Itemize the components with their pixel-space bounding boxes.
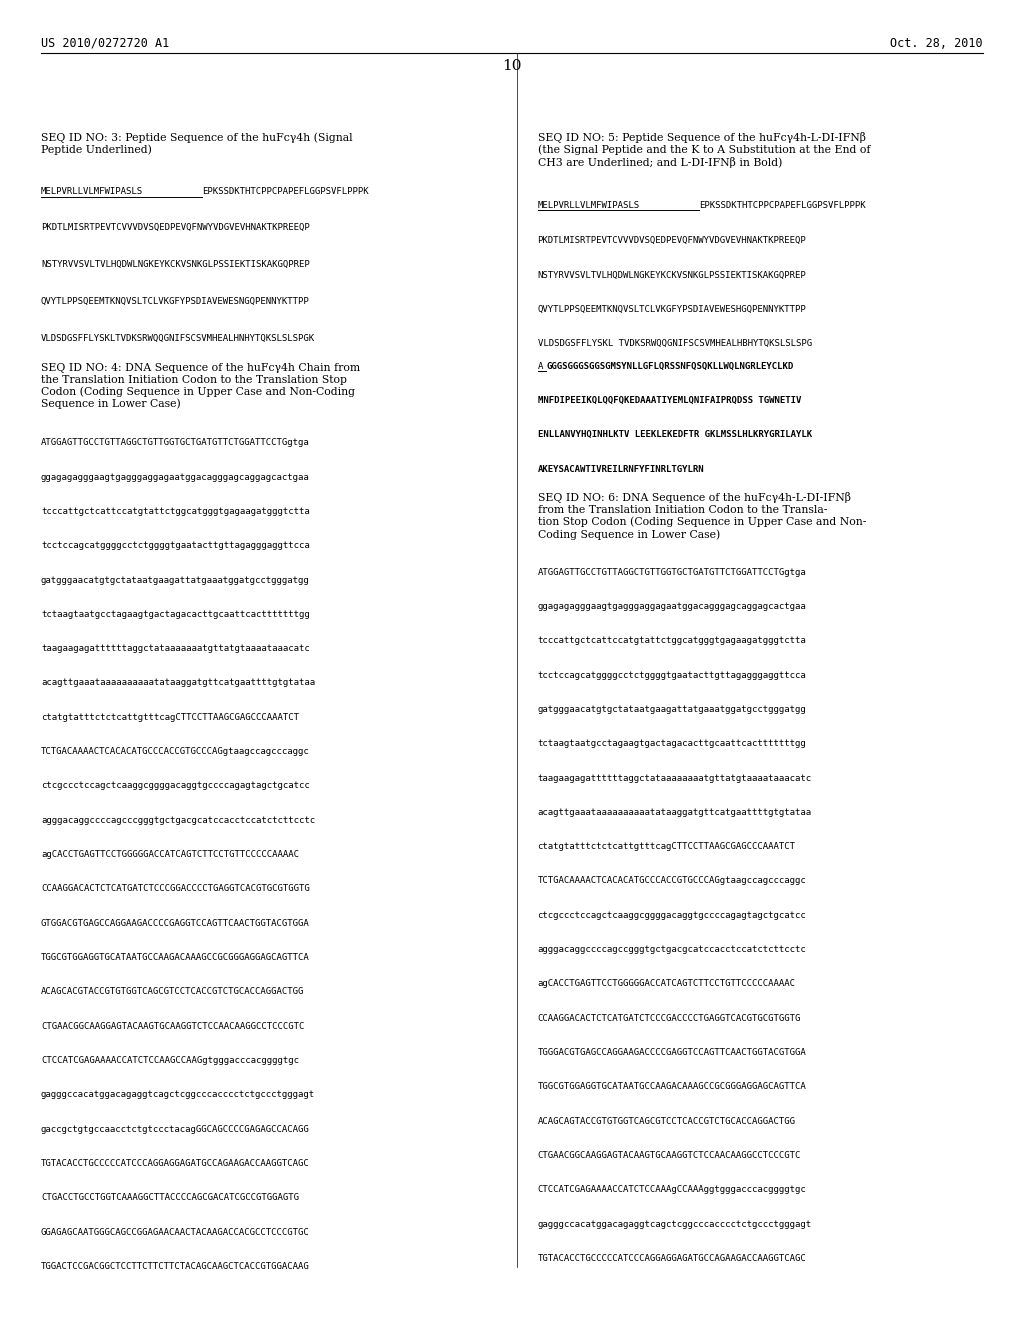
Text: US 2010/0272720 A1: US 2010/0272720 A1 — [41, 37, 169, 50]
Text: TGTACACCTGCCCCCATCCCAGGAGGAGATGCCAGAAGACCAAGGTCAGC: TGTACACCTGCCCCCATCCCAGGAGGAGATGCCAGAAGAC… — [538, 1254, 806, 1263]
Text: tctaagtaatgcctagaagtgactagacacttgcaattcactttttttgg: tctaagtaatgcctagaagtgactagacacttgcaattca… — [538, 739, 806, 748]
Text: CTCCATCGAGAAAACCATCTCCAAAgCCAAAggtgggacccacggggtgc: CTCCATCGAGAAAACCATCTCCAAAgCCAAAggtgggacc… — [538, 1185, 806, 1195]
Text: tcctccagcatggggcctctggggtgaatacttgttagagggaggttcca: tcctccagcatggggcctctggggtgaatacttgttagag… — [538, 671, 806, 680]
Text: NSTYRVVSVLTVLHQDWLNGKEYKCKVSNKGLPSSIEKTISKAKGQPREP: NSTYRVVSVLTVLHQDWLNGKEYKCKVSNKGLPSSIEKTI… — [538, 271, 806, 280]
Text: TGGGACGTGAGCCAGGAAGACCCCGAGGTCCAGTTCAACTGGTACGTGGA: TGGGACGTGAGCCAGGAAGACCCCGAGGTCCAGTTCAACT… — [538, 1048, 806, 1057]
Text: ctatgtatttctctcattgtttcagCTTCCTTAAGCGAGCCCAAATCT: ctatgtatttctctcattgtttcagCTTCCTTAAGCGAGC… — [538, 842, 796, 851]
Text: PKDTLMISRTPEVTCVVVDVSQEDPEVQFNWYVDGVEVHNAKTKPREEQP: PKDTLMISRTPEVTCVVVDVSQEDPEVQFNWYVDGVEVHN… — [538, 236, 806, 246]
Text: GTGGACGTGAGCCAGGAAGACCCCGAGGTCCAGTTCAACTGGTACGTGGA: GTGGACGTGAGCCAGGAAGACCCCGAGGTCCAGTTCAACT… — [41, 919, 309, 928]
Text: SEQ ID NO: 5: Peptide Sequence of the huFcγ4h-L-DI-IFNβ
(the Signal Peptide and : SEQ ID NO: 5: Peptide Sequence of the hu… — [538, 132, 870, 168]
Text: QVYTLPPSQEEMTKNQVSLTCLVKGFYPSDIAVEWESNGQPENNYKTTPP: QVYTLPPSQEEMTKNQVSLTCLVKGFYPSDIAVEWESNGQ… — [41, 297, 309, 306]
Text: Oct. 28, 2010: Oct. 28, 2010 — [891, 37, 983, 50]
Text: VLDSDGSFFLYSKL TVDKSRWQQGNIFSCSVMHEALHBHYTQKSLSLSPG: VLDSDGSFFLYSKL TVDKSRWQQGNIFSCSVMHEALHBH… — [538, 339, 812, 348]
Text: gaccgctgtgccaacctctgtccctacagGGCAGCCCCGAGAGCCACAGG: gaccgctgtgccaacctctgtccctacagGGCAGCCCCGA… — [41, 1125, 309, 1134]
Text: CTGAACGGCAAGGAGTACAAGTGCAAGGTCTCCAACAAGGCCTCCCGTC: CTGAACGGCAAGGAGTACAAGTGCAAGGTCTCCAACAAGG… — [41, 1022, 304, 1031]
Text: QVYTLPPSQEEMTKNQVSLTCLVKGFYPSDIAVEWESHGQPENNYKTTPP: QVYTLPPSQEEMTKNQVSLTCLVKGFYPSDIAVEWESHGQ… — [538, 305, 806, 314]
Text: ATGGAGTTGCCTGTTAGGCTGTTGGTGCTGATGTTCTGGATTCCTGgtga: ATGGAGTTGCCTGTTAGGCTGTTGGTGCTGATGTTCTGGA… — [538, 568, 806, 577]
Text: PKDTLMISRTPEVTCVVVDVSQEDPEVQFNWYVDGVEVHNAKTKPREEQP: PKDTLMISRTPEVTCVVVDVSQEDPEVQFNWYVDGVEVHN… — [41, 223, 309, 232]
Text: ctatgtatttctctcattgtttcagCTTCCTTAAGCGAGCCCAAATCT: ctatgtatttctctcattgtttcagCTTCCTTAAGCGAGC… — [41, 713, 299, 722]
Text: gatgggaacatgtgctataatgaagattatgaaatggatgcctgggatgg: gatgggaacatgtgctataatgaagattatgaaatggatg… — [41, 576, 309, 585]
Text: TGTACACCTGCCCCCATCCCAGGAGGAGATGCCAGAAGACCAAGGTCAGC: TGTACACCTGCCCCCATCCCAGGAGGAGATGCCAGAAGAC… — [41, 1159, 309, 1168]
Text: ATGGAGTTGCCTGTTAGGCTGTTGGTGCTGATGTTCTGGATTCCTGgtga: ATGGAGTTGCCTGTTAGGCTGTTGGTGCTGATGTTCTGGA… — [41, 438, 309, 447]
Text: gatgggaacatgtgctataatgaagattatgaaatggatgcctgggatgg: gatgggaacatgtgctataatgaagattatgaaatggatg… — [538, 705, 806, 714]
Text: acagttgaaataaaaaaaaaatataaggatgttcatgaattttgtgtataa: acagttgaaataaaaaaaaaatataaggatgttcatgaat… — [538, 808, 812, 817]
Text: MELPVRLLVLMFWIPASLS: MELPVRLLVLMFWIPASLS — [41, 187, 143, 197]
Text: VLDSDGSFFLYSKLTVDKSRWQQGNIFSCSVMHEALHNHYTQKSLSLSPGK: VLDSDGSFFLYSKLTVDKSRWQQGNIFSCSVMHEALHNHY… — [41, 334, 315, 343]
Text: ENLLANVYHQINHLKTV LEEKLEKEDFTR GKLMSSLHLKRYGRILAYLK: ENLLANVYHQINHLKTV LEEKLEKEDFTR GKLMSSLHL… — [538, 430, 812, 440]
Text: tcccattgctcattccatgtattctggcatgggtgagaagatgggtctta: tcccattgctcattccatgtattctggcatgggtgagaag… — [538, 636, 806, 645]
Text: CTGACCTGCCTGGTCAAAGGCTTACCCCAGCGACATCGCCGTGGAGTG: CTGACCTGCCTGGTCAAAGGCTTACCCCAGCGACATCGCC… — [41, 1193, 299, 1203]
Text: 10: 10 — [502, 59, 522, 74]
Text: taagaagagattttttaggctataaaaaaatgttatgtaaaataaacatc: taagaagagattttttaggctataaaaaaatgttatgtaa… — [41, 644, 309, 653]
Text: A: A — [538, 362, 543, 371]
Text: TGGACTCCGACGGCTCCTTCTTCTTCTACAGCAAGCTCACCGTGGACAAG: TGGACTCCGACGGCTCCTTCTTCTTCTACAGCAAGCTCAC… — [41, 1262, 309, 1271]
Text: MELPVRLLVLMFWIPASLS: MELPVRLLVLMFWIPASLS — [538, 201, 640, 210]
Text: gagggccacatggacagaggtcagctcggcccacccctctgccctgggagt: gagggccacatggacagaggtcagctcggcccacccctct… — [538, 1220, 812, 1229]
Text: acagttgaaataaaaaaaaaatataaggatgttcatgaattttgtgtataa: acagttgaaataaaaaaaaaatataaggatgttcatgaat… — [41, 678, 315, 688]
Text: agggacaggccccagcccgggtgctgacgcatccacctccatctcttcctc: agggacaggccccagcccgggtgctgacgcatccacctcc… — [41, 816, 315, 825]
Text: SEQ ID NO: 3: Peptide Sequence of the huFcγ4h (Signal
Peptide Underlined): SEQ ID NO: 3: Peptide Sequence of the hu… — [41, 132, 352, 154]
Text: CTCCATCGAGAAAACCATCTCCAAGCCAAGgtgggacccacggggtgc: CTCCATCGAGAAAACCATCTCCAAGCCAAGgtgggaccca… — [41, 1056, 299, 1065]
Text: CCAAGGACACTCTCATGATCTCCCGACCCCTGAGGTCACGTGCGTGGTG: CCAAGGACACTCTCATGATCTCCCGACCCCTGAGGTCACG… — [538, 1014, 801, 1023]
Text: taagaagagattttttaggctataaaaaaaatgttatgtaaaataaacatc: taagaagagattttttaggctataaaaaaaatgttatgta… — [538, 774, 812, 783]
Text: EPKSSDKTHTCPPCPAPEFLGGPSVFLPPPK: EPKSSDKTHTCPPCPAPEFLGGPSVFLPPPK — [203, 187, 369, 197]
Text: ggagagagggaagtgagggaggagaatggacagggagcaggagcactgaa: ggagagagggaagtgagggaggagaatggacagggagcag… — [41, 473, 309, 482]
Text: GGAGAGCAATGGGCAGCCGGAGAACAACTACAAGACCACGCCTCCCGTGC: GGAGAGCAATGGGCAGCCGGAGAACAACTACAAGACCACG… — [41, 1228, 309, 1237]
Text: SEQ ID NO: 6: DNA Sequence of the huFcγ4h-L-DI-IFNβ
from the Translation Initiat: SEQ ID NO: 6: DNA Sequence of the huFcγ4… — [538, 492, 866, 540]
Text: SEQ ID NO: 4: DNA Sequence of the huFcγ4h Chain from
the Translation Initiation : SEQ ID NO: 4: DNA Sequence of the huFcγ4… — [41, 363, 360, 409]
Text: tctaagtaatgcctagaagtgactagacacttgcaattcactttttttgg: tctaagtaatgcctagaagtgactagacacttgcaattca… — [41, 610, 309, 619]
Text: TGGCGTGGAGGTGCATAATGCCAAGACAAAGCCGCGGGAGGAGCAGTTCA: TGGCGTGGAGGTGCATAATGCCAAGACAAAGCCGCGGGAG… — [538, 1082, 806, 1092]
Text: EPKSSDKTHTCPPCPAPEFLGGPSVFLPPPK: EPKSSDKTHTCPPCPAPEFLGGPSVFLPPPK — [699, 201, 865, 210]
Text: TCTGACAAAACTCACACATGCCCACCGTGCCCAGgtaagccagcccaggc: TCTGACAAAACTCACACATGCCCACCGTGCCCAGgtaagc… — [41, 747, 309, 756]
Text: ACAGCACGTACCGTGTGGTCAGCGTCCTCACCGTCTGCACCAGGACTGG: ACAGCACGTACCGTGTGGTCAGCGTCCTCACCGTCTGCAC… — [41, 987, 304, 997]
Text: ggagagagggaagtgagggaggagaatggacagggagcaggagcactgaa: ggagagagggaagtgagggaggagaatggacagggagcag… — [538, 602, 806, 611]
Text: CCAAGGACACTCTCATGATCTCCCGGACCCCTGAGGTCACGTGCGTGGTG: CCAAGGACACTCTCATGATCTCCCGGACCCCTGAGGTCAC… — [41, 884, 309, 894]
Text: tcccattgctcattccatgtattctggcatgggtgagaagatgggtctta: tcccattgctcattccatgtattctggcatgggtgagaag… — [41, 507, 309, 516]
Text: agggacaggccccagccgggtgctgacgcatccacctccatctcttcctc: agggacaggccccagccgggtgctgacgcatccacctcca… — [538, 945, 806, 954]
Text: ctcgccctccagctcaaggcggggacaggtgccccagagtagctgcatcc: ctcgccctccagctcaaggcggggacaggtgccccagagt… — [41, 781, 309, 791]
Text: ACAGCAGTACCGTGTGGTCAGCGTCCTCACCGTCTGCACCAGGACTGG: ACAGCAGTACCGTGTGGTCAGCGTCCTCACCGTCTGCACC… — [538, 1117, 796, 1126]
Text: TCTGACAAAACTCACACATGCCCACCGTGCCCAGgtaagccagcccaggc: TCTGACAAAACTCACACATGCCCACCGTGCCCAGgtaagc… — [538, 876, 806, 886]
Text: TGGCGTGGAGGTGCATAATGCCAAGACAAAGCCGCGGGAGGAGCAGTTCA: TGGCGTGGAGGTGCATAATGCCAAGACAAAGCCGCGGGAG… — [41, 953, 309, 962]
Text: GGGSGGGSGGSGMSYNLLGFLQRSSNFQSQKLLWQLNGRLEYCLKD: GGGSGGGSGGSGMSYNLLGFLQRSSNFQSQKLLWQLNGRL… — [546, 362, 794, 371]
Text: NSTYRVVSVLTVLHQDWLNGKEYKCKVSNKGLPSSIEKTISKAKGQPREP: NSTYRVVSVLTVLHQDWLNGKEYKCKVSNKGLPSSIEKTI… — [41, 260, 309, 269]
Text: tcctccagcatggggcctctggggtgaatacttgttagagggaggttcca: tcctccagcatggggcctctggggtgaatacttgttagag… — [41, 541, 309, 550]
Text: gagggccacatggacagaggtcagctcggcccacccctctgccctgggagt: gagggccacatggacagaggtcagctcggcccacccctct… — [41, 1090, 315, 1100]
Text: agCACCTGAGTTCCTGGGGGACCATCAGTCTTCCTGTTCCCCCAAAAC: agCACCTGAGTTCCTGGGGGACCATCAGTCTTCCTGTTCC… — [538, 979, 796, 989]
Text: AKEYSACAWTIVREILRNFYFINRLTGYLRN: AKEYSACAWTIVREILRNFYFINRLTGYLRN — [538, 465, 705, 474]
Text: ctcgccctccagctcaaggcggggacaggtgccccagagtagctgcatcc: ctcgccctccagctcaaggcggggacaggtgccccagagt… — [538, 911, 806, 920]
Text: CTGAACGGCAAGGAGTACAAGTGCAAGGTCTCCAACAAGGCCTCCCGTC: CTGAACGGCAAGGAGTACAAGTGCAAGGTCTCCAACAAGG… — [538, 1151, 801, 1160]
Text: agCACCTGAGTTCCTGGGGGACCATCAGTCTTCCTGTTCCCCCAAAAC: agCACCTGAGTTCCTGGGGGACCATCAGTCTTCCTGTTCC… — [41, 850, 299, 859]
Text: MNFDIPEEIKQLQQFQKEDAAATIYEMLQNIFAIPRQDSS TGWNETIV: MNFDIPEEIKQLQQFQKEDAAATIYEMLQNIFAIPRQDSS… — [538, 396, 801, 405]
